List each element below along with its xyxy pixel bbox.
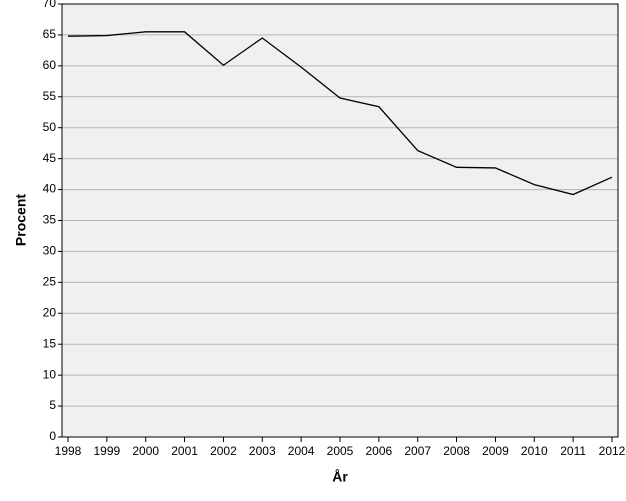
y-tick-label: 10 <box>43 367 57 381</box>
x-tick-label: 2000 <box>132 444 159 458</box>
y-tick-label: 55 <box>43 89 57 103</box>
y-tick-label: 35 <box>43 213 57 227</box>
x-tick-label: 2009 <box>482 444 509 458</box>
y-tick-label: 45 <box>43 151 57 165</box>
y-tick-label: 70 <box>43 0 57 10</box>
x-tick-label: 2006 <box>366 444 393 458</box>
y-tick-label: 30 <box>43 244 57 258</box>
y-tick-label: 60 <box>43 58 57 72</box>
x-tick-label: 1999 <box>94 444 121 458</box>
y-tick-label: 65 <box>43 27 57 41</box>
y-tick-label: 25 <box>43 275 57 289</box>
x-tick-label: 2010 <box>521 444 548 458</box>
y-tick-label: 0 <box>49 429 56 443</box>
y-tick-label: 5 <box>49 398 56 412</box>
x-tick-label: 2008 <box>443 444 470 458</box>
x-tick-label: 2003 <box>249 444 276 458</box>
x-tick-label: 1998 <box>55 444 82 458</box>
x-tick-label: 2002 <box>210 444 237 458</box>
x-tick-label: 2012 <box>599 444 626 458</box>
x-axis-label: År <box>332 469 348 485</box>
y-tick-label: 15 <box>43 336 57 350</box>
y-tick-label: 20 <box>43 305 57 319</box>
y-axis-label: Procent <box>13 194 29 246</box>
y-tick-label: 40 <box>43 182 57 196</box>
x-tick-label: 2004 <box>288 444 315 458</box>
x-tick-label: 2007 <box>404 444 431 458</box>
y-tick-label: 50 <box>43 120 57 134</box>
x-tick-label: 2001 <box>171 444 198 458</box>
data-line <box>67 31 613 196</box>
x-tick-label: 2011 <box>560 444 586 458</box>
x-tick-label: 2005 <box>327 444 354 458</box>
